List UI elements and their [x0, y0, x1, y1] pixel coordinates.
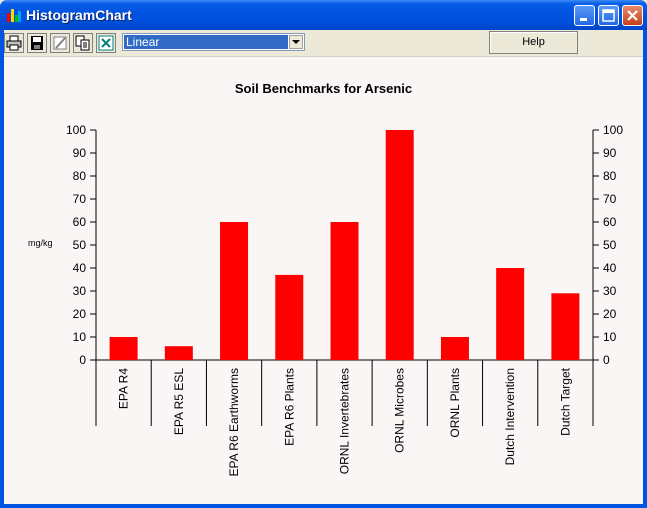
close-button[interactable] — [622, 5, 643, 26]
chart-title: Soil Benchmarks for Arsenic — [234, 81, 413, 96]
window-title: HistogramChart — [26, 7, 132, 23]
y-tick-label-right: 70 — [603, 192, 617, 206]
toolbar: Linear Help — [4, 30, 643, 57]
bar — [440, 337, 469, 360]
title-bar[interactable]: HistogramChart — [0, 0, 647, 30]
y-tick-label-right: 100 — [603, 123, 623, 137]
save-icon — [31, 36, 43, 50]
print-button[interactable] — [4, 33, 24, 53]
export-button[interactable] — [96, 33, 116, 53]
minimize-button[interactable] — [574, 5, 595, 26]
bar — [330, 222, 359, 360]
y-tick-label-left: 90 — [73, 146, 87, 160]
y-tick-label-right: 60 — [603, 215, 617, 229]
app-icon — [7, 9, 21, 22]
bar — [385, 130, 414, 360]
copy-icon — [75, 35, 90, 51]
scale-select-value: Linear — [124, 35, 288, 49]
y-tick-label-left: 10 — [73, 330, 87, 344]
edit-button[interactable] — [50, 33, 70, 53]
x-tick-label: ORNL Invertebrates — [338, 368, 352, 474]
y-tick-label-left: 50 — [73, 238, 87, 252]
y-tick-label-left: 20 — [73, 307, 87, 321]
x-tick-label: EPA R6 Earthworms — [227, 368, 241, 476]
y-tick-label-right: 80 — [603, 169, 617, 183]
bar — [275, 274, 304, 360]
save-button[interactable] — [27, 33, 47, 53]
maximize-button[interactable] — [598, 5, 619, 26]
y-tick-label-right: 0 — [603, 353, 610, 367]
bar — [220, 222, 249, 360]
y-tick-label-right: 50 — [603, 238, 617, 252]
print-icon — [6, 35, 22, 51]
y-tick-label-right: 10 — [603, 330, 617, 344]
excel-icon — [98, 35, 114, 51]
y-tick-label-left: 70 — [73, 192, 87, 206]
bar — [164, 346, 193, 360]
y-tick-label-right: 40 — [603, 261, 617, 275]
y-tick-label-right: 30 — [603, 284, 617, 298]
x-tick-label: ORNL Microbes — [393, 368, 407, 453]
x-tick-label: Dutch Intervention — [503, 368, 517, 465]
histogram-chart: 0 0 10 10 20 20 30 30 40 40 50 50 60 60 70 70 80 80 90 90 10… — [66, 123, 623, 476]
x-tick-label: Dutch Target — [558, 367, 572, 435]
y-tick-label-left: 100 — [66, 123, 86, 137]
scale-select[interactable]: Linear — [122, 33, 305, 51]
x-tick-label: EPA R6 Plants — [282, 368, 296, 446]
edit-icon — [53, 36, 67, 50]
help-button[interactable]: Help — [489, 31, 578, 54]
bar — [496, 268, 525, 360]
chevron-down-icon[interactable] — [289, 35, 303, 49]
y-tick-label-left: 40 — [73, 261, 87, 275]
copy-button[interactable] — [73, 33, 93, 53]
bar — [109, 337, 138, 360]
x-tick-label: EPA R4 — [117, 368, 131, 409]
x-tick-label: EPA R5 ESL — [172, 368, 186, 435]
y-tick-label-left: 30 — [73, 284, 87, 298]
y-tick-label-right: 90 — [603, 146, 617, 160]
y-tick-label-right: 20 — [603, 307, 617, 321]
client-area: Linear Help Soil Benchmarks for Arsenic … — [4, 30, 643, 504]
y-axis-label: mg/kg — [28, 238, 53, 248]
y-tick-label-left: 80 — [73, 169, 87, 183]
x-tick-label: ORNL Plants — [448, 368, 462, 438]
bar — [551, 293, 580, 360]
y-tick-label-left: 0 — [79, 353, 86, 367]
y-tick-label-left: 60 — [73, 215, 87, 229]
